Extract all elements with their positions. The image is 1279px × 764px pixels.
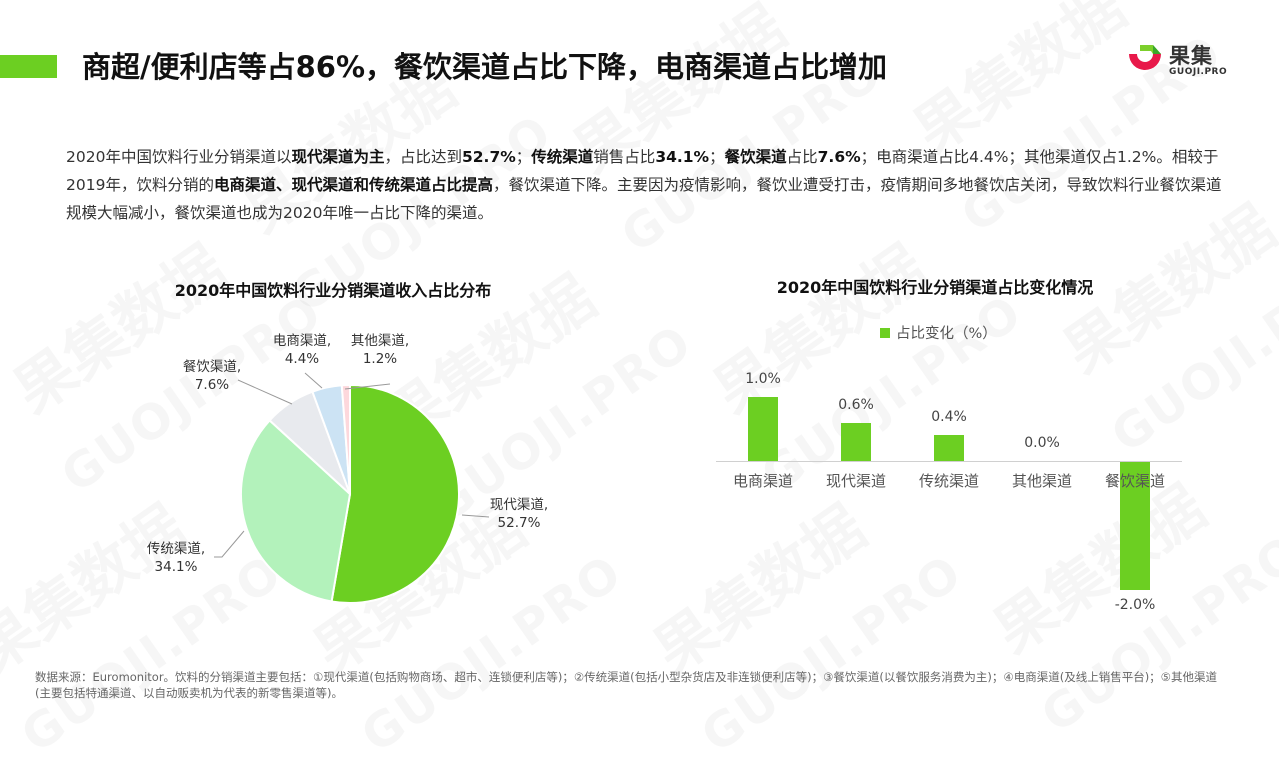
pie-data-label: 现代渠道, 52.7% bbox=[490, 496, 548, 532]
logo-name-cn: 果集 bbox=[1169, 44, 1213, 68]
pie-chart bbox=[214, 372, 490, 604]
summary-text: ； bbox=[515, 148, 532, 166]
guoji-logo-icon bbox=[1129, 45, 1161, 70]
summary-paragraph: 2020年中国饮料行业分销渠道以现代渠道为主，占比达到52.7%；传统渠道销售占… bbox=[66, 143, 1226, 227]
source-footnote: 数据来源：Euromonitor。饮料的分销渠道主要包括：①现代渠道(包括购物商… bbox=[35, 670, 1217, 700]
watermark-text: GUOJI.PRO bbox=[1034, 527, 1279, 741]
bar-value-label: 0.6% bbox=[838, 396, 874, 413]
pie-slice bbox=[340, 383, 351, 495]
leader-line bbox=[461, 514, 490, 518]
legend-swatch-icon bbox=[880, 327, 890, 338]
bar bbox=[1120, 462, 1150, 590]
legend-label: 占比变化（%） bbox=[896, 326, 997, 342]
watermark-text: GUOJI.PRO bbox=[754, 287, 1031, 501]
bar bbox=[748, 397, 778, 461]
summary-highlight: 电商渠道、现代渠道和传统渠道占比提高 bbox=[213, 176, 493, 194]
summary-text: 销售占比 bbox=[593, 148, 656, 166]
pie-data-label: 传统渠道, 34.1% bbox=[147, 540, 205, 576]
pie-label-value: 34.1% bbox=[154, 559, 198, 575]
summary-highlight: 传统渠道 bbox=[531, 148, 594, 166]
page-title: 商超/便利店等占86%，餐饮渠道占比下降，电商渠道占比增加 bbox=[82, 50, 888, 84]
leader-line bbox=[344, 383, 391, 390]
pie-label-name: 现代渠道, bbox=[489, 497, 549, 513]
pie-data-label: 餐饮渠道, 7.6% bbox=[183, 358, 241, 394]
bar-chart-legend: 占比变化（%） bbox=[880, 322, 997, 343]
summary-highlight: 餐饮渠道 bbox=[724, 148, 787, 166]
brand-logo: 果集 GUOJI.PRO bbox=[1125, 40, 1245, 80]
pie-chart-title: 2020年中国饮料行业分销渠道收入占比分布 bbox=[174, 281, 492, 300]
summary-highlight: 现代渠道为主 bbox=[291, 148, 385, 166]
pie-data-label: 电商渠道, 4.4% bbox=[273, 332, 331, 368]
title-accent-bar bbox=[0, 55, 57, 78]
watermark-text: GUOJI.PRO bbox=[1104, 247, 1279, 461]
leader-line bbox=[304, 372, 323, 389]
summary-text: ，占比达到 bbox=[384, 148, 462, 166]
summary-text: ； bbox=[709, 148, 725, 166]
pie-label-value: 7.6% bbox=[194, 377, 230, 393]
bar-value-label: -2.0% bbox=[1114, 597, 1156, 613]
summary-highlight: 7.6% bbox=[817, 148, 861, 166]
summary-text: ；电商渠道占比4.4%；其他渠道仅占1.2%。相较于2019年，饮料分销的 bbox=[66, 148, 1219, 194]
pie-label-name: 传统渠道, bbox=[146, 541, 206, 557]
summary-highlight: 52.7% bbox=[461, 148, 516, 166]
bar-value-label: 1.0% bbox=[745, 371, 781, 387]
pie-label-value: 1.2% bbox=[362, 351, 398, 367]
summary-text: ，餐饮渠道下降。主要因为疫情影响，餐饮业遭受打击，疫情期间多地餐饮店关闭，导致饮… bbox=[66, 176, 1222, 222]
summary-text: 2020年中国饮料行业分销渠道以 bbox=[66, 148, 292, 166]
pie-label-name: 餐饮渠道, bbox=[182, 359, 242, 375]
bar-category-label: 其他渠道 bbox=[1011, 472, 1073, 490]
pie-slice bbox=[240, 418, 352, 603]
bar-category-label: 现代渠道 bbox=[825, 472, 887, 490]
watermark-text: 果集数据 bbox=[904, 0, 1135, 163]
bar-category-label: 电商渠道 bbox=[732, 472, 794, 490]
summary-text: 占比 bbox=[786, 148, 818, 166]
bar-category-label: 餐饮渠道 bbox=[1104, 472, 1166, 490]
bar-chart-title: 2020年中国饮料行业分销渠道占比变化情况 bbox=[776, 278, 1094, 297]
watermark-text: 果集数据 bbox=[984, 477, 1215, 664]
bar-value-label: 0.0% bbox=[1024, 435, 1060, 451]
x-axis-line bbox=[716, 461, 1182, 462]
bar bbox=[934, 435, 964, 461]
pie-label-name: 电商渠道, bbox=[272, 333, 332, 349]
bar-category-label: 传统渠道 bbox=[918, 472, 980, 490]
pie-data-label: 其他渠道, 1.2% bbox=[351, 332, 409, 368]
pie-label-value: 4.4% bbox=[284, 351, 320, 367]
summary-highlight: 34.1% bbox=[655, 148, 710, 166]
logo-name-en: GUOJI.PRO bbox=[1169, 67, 1228, 77]
pie-label-name: 其他渠道, bbox=[350, 333, 410, 349]
leader-line bbox=[214, 530, 245, 558]
leader-line bbox=[237, 379, 293, 405]
watermark-text: GUOJI.PRO bbox=[694, 547, 971, 761]
bar-value-label: 0.4% bbox=[931, 409, 967, 426]
pie-label-value: 52.7% bbox=[497, 515, 541, 531]
pie-slice bbox=[330, 383, 460, 604]
bar bbox=[841, 422, 871, 461]
watermark-text: 果集数据 bbox=[644, 497, 875, 684]
